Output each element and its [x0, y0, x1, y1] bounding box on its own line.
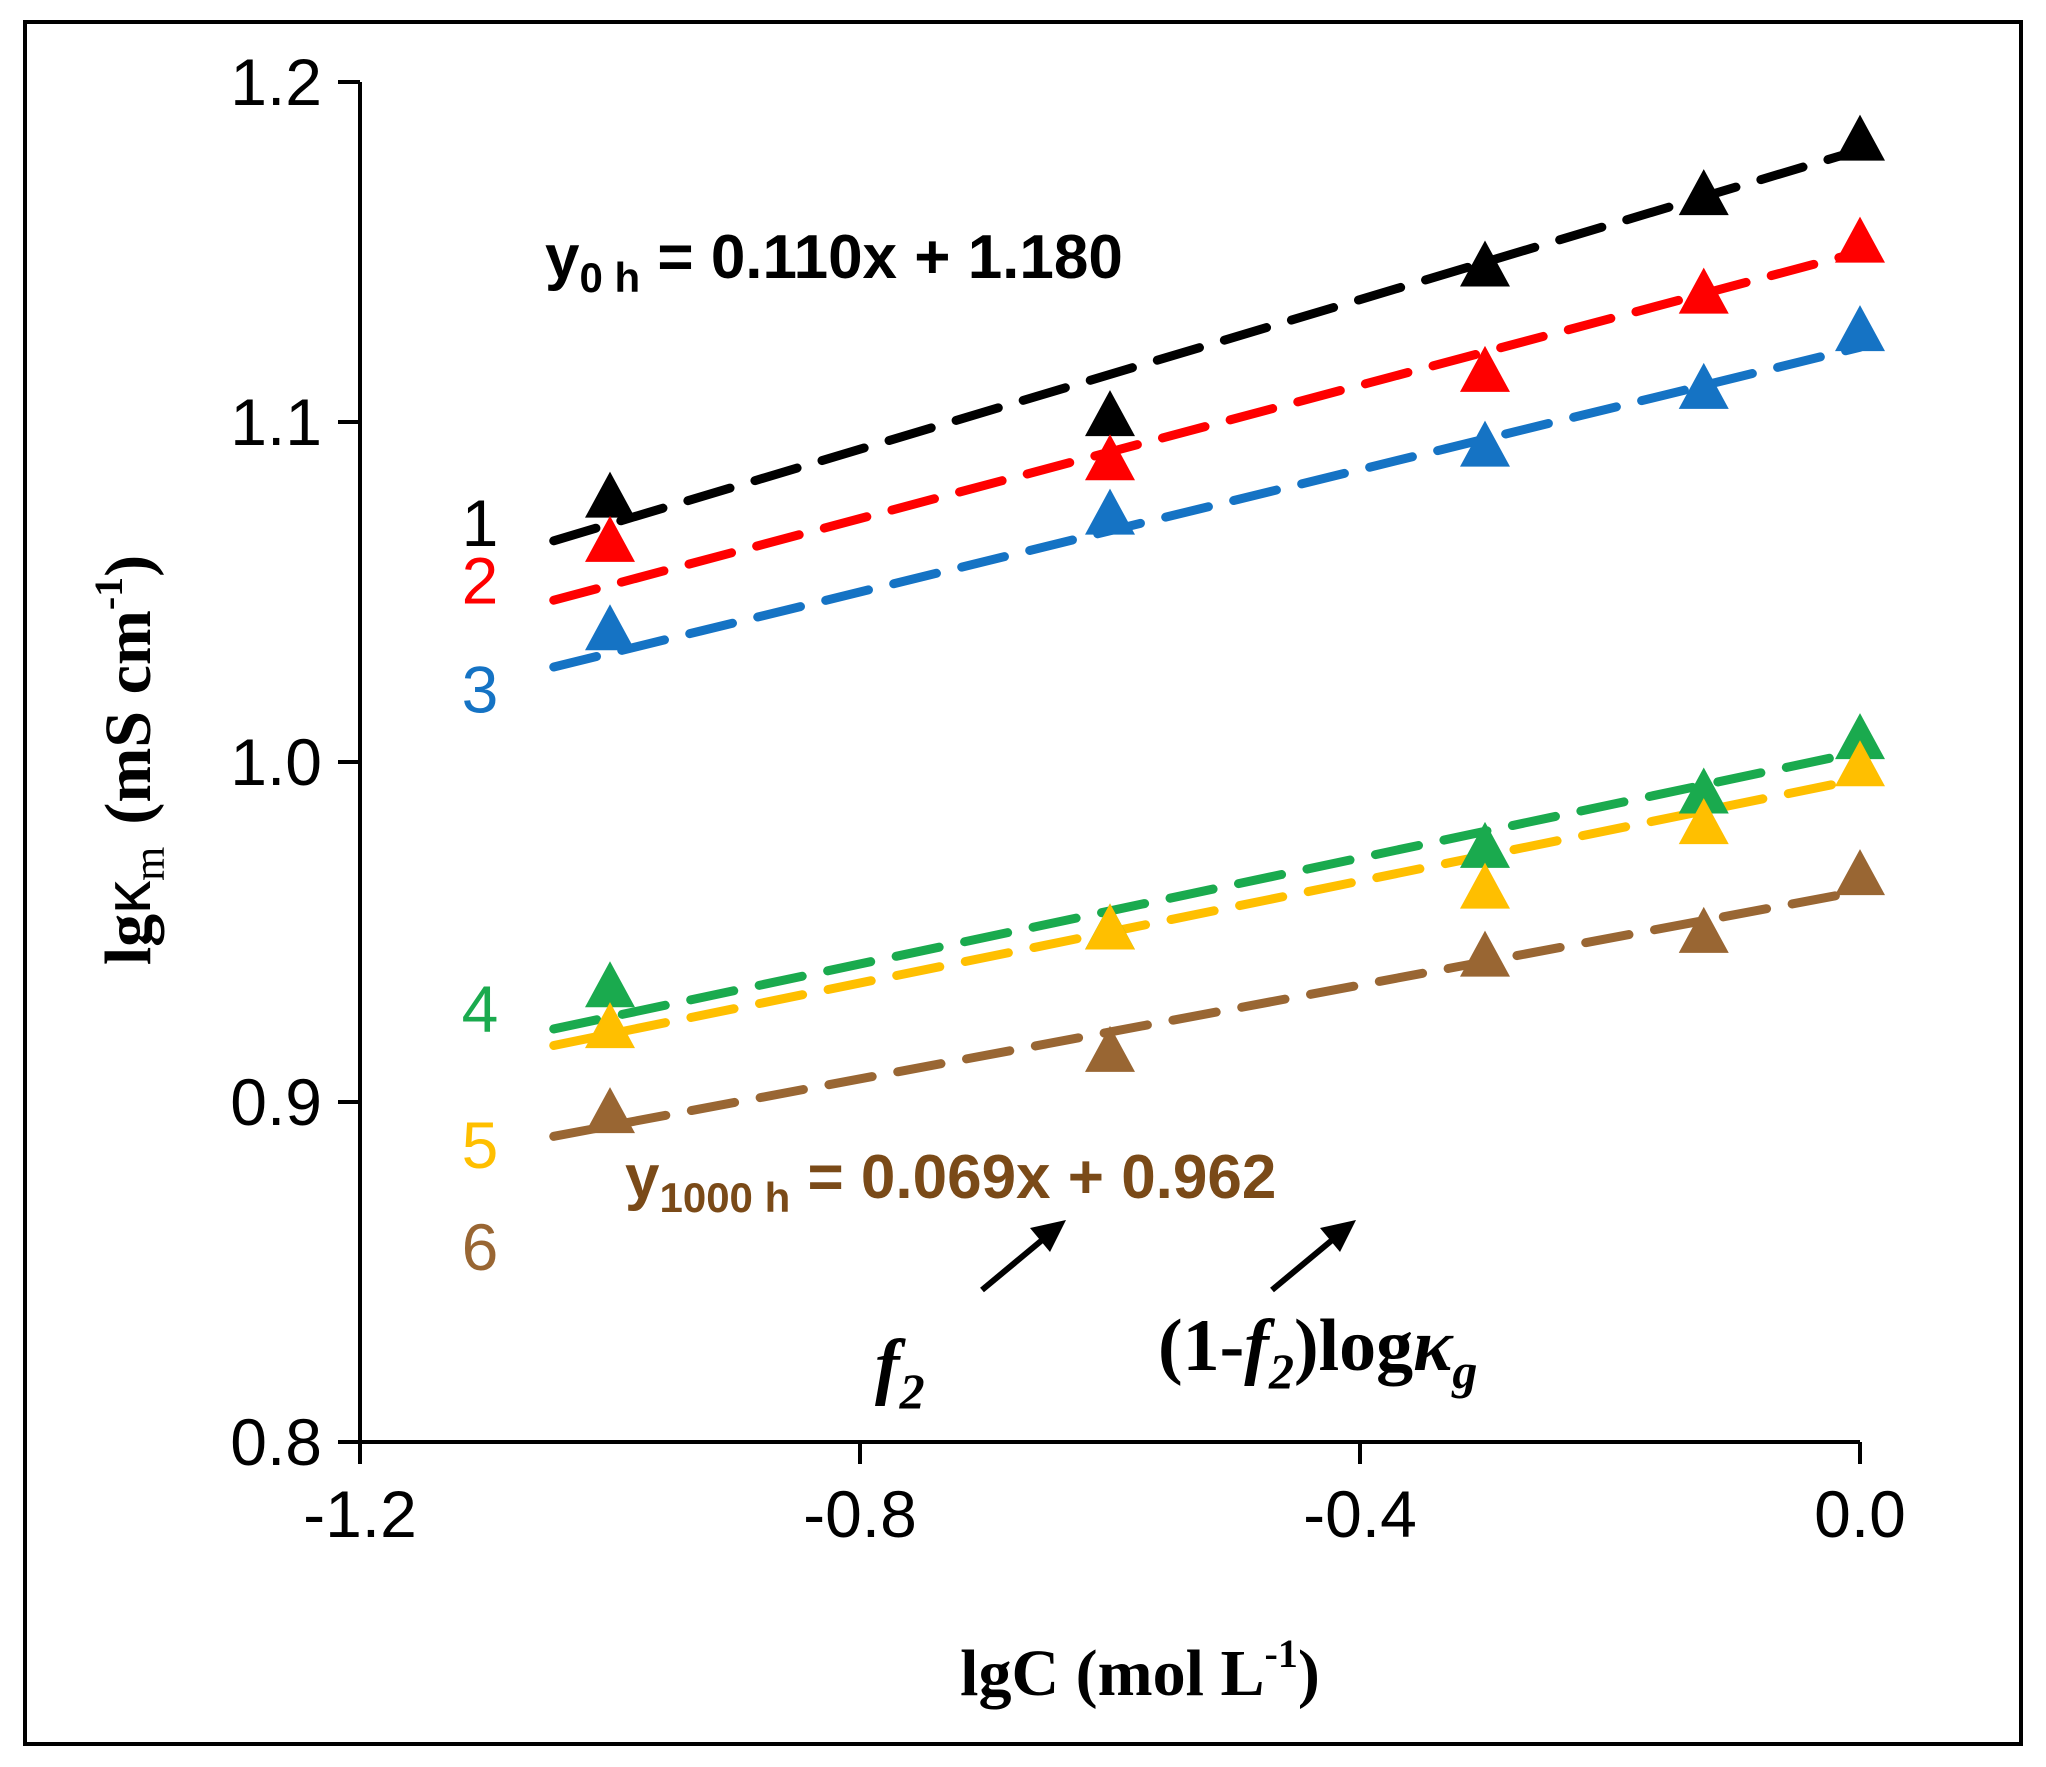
marker-series-6	[1085, 1025, 1135, 1072]
marker-series-2	[585, 515, 635, 562]
y-tick-labels: 0.8 0.9 1.0 1.1 1.2	[230, 45, 322, 1479]
y-tick-label: 1.0	[230, 725, 322, 799]
marker-series-2	[1835, 216, 1885, 263]
trend-line-2	[549, 247, 1865, 605]
marker-series-4	[1678, 767, 1729, 814]
trend-lines	[549, 145, 1865, 1141]
annotation-intercept: (1-f2)logκg	[1158, 1305, 1477, 1399]
trend-line-5	[549, 774, 1865, 1050]
x-tick-label: 0.0	[1814, 1477, 1906, 1551]
marker-series-5	[1460, 862, 1510, 909]
marker-series-1	[585, 471, 635, 518]
y-axis-title-sub: m	[125, 847, 174, 881]
marker-series-2	[1678, 267, 1729, 314]
y-axis-title-close: )	[92, 555, 165, 577]
curve-number-3: 3	[462, 652, 499, 726]
curve-number-1: 1	[462, 486, 499, 560]
axes	[338, 80, 1862, 1464]
equation-0h-sub: 0 h	[579, 254, 640, 301]
trend-line-1	[549, 145, 1865, 546]
marker-series-6	[585, 1087, 635, 1134]
annotation-intercept-open: (1-	[1158, 1305, 1244, 1387]
marker-series-4	[1835, 713, 1885, 760]
marker-series-2	[1460, 345, 1510, 392]
marker-series-3	[1085, 488, 1135, 535]
marker-series-5	[1835, 740, 1885, 787]
equation-0h-y: y	[545, 223, 580, 292]
marker-series-2	[1085, 434, 1135, 481]
y-axis-title-kappa: κ	[90, 880, 164, 914]
marker-series-5	[1085, 903, 1135, 950]
y-axis-title-unit: (mS cm	[92, 610, 165, 824]
equation-1000h-rest: = 0.069x + 0.962	[790, 1143, 1276, 1212]
y-tick-label: 0.9	[230, 1065, 322, 1139]
x-axis-title-close: )	[1298, 1637, 1320, 1710]
curve-number-2: 2	[462, 544, 499, 618]
equation-0h-rest: = 0.110x + 1.180	[640, 223, 1123, 292]
marker-series-1	[1835, 114, 1885, 161]
marker-series-5	[585, 1002, 635, 1049]
marker-series-3	[585, 604, 635, 651]
marker-series-5	[1678, 798, 1729, 845]
curve-number-labels: 12 3 4 5 6	[462, 486, 499, 1284]
data-markers	[585, 114, 1885, 1134]
annotation-intercept-kappa: κ	[1413, 1305, 1454, 1387]
x-axis-title-main: lgC (mol L	[960, 1637, 1264, 1710]
curve-number-4: 4	[462, 972, 499, 1046]
marker-series-1	[1085, 390, 1135, 437]
marker-series-3	[1835, 305, 1885, 352]
marker-series-6	[1678, 906, 1729, 953]
y-tick-label: 1.2	[230, 45, 322, 119]
arrow-slope	[980, 1220, 1066, 1293]
x-axis-title: lgC (mol L-1)	[960, 1631, 1320, 1710]
curve-number-6: 6	[462, 1210, 499, 1284]
curve-number-5: 5	[462, 1108, 499, 1182]
trend-line-4	[549, 747, 1865, 1034]
x-axis-title-sup: -1	[1265, 1631, 1298, 1676]
annotation-intercept-sub: 2	[1268, 1343, 1294, 1399]
annotation-intercept-log: )log	[1294, 1305, 1413, 1387]
y-axis-title: lgκm (mS cm-1)	[86, 555, 174, 965]
marker-series-6	[1460, 930, 1510, 977]
y-tick-label: 1.1	[230, 385, 322, 459]
equation-1000h: y1000 h = 0.069x + 0.962	[625, 1143, 1276, 1221]
y-axis-title-main: lg	[92, 914, 165, 965]
marker-series-1	[1678, 169, 1729, 216]
trend-line-6	[549, 886, 1865, 1141]
marker-series-6	[1835, 849, 1885, 896]
marker-series-3	[1460, 420, 1510, 467]
x-tick-label: -1.2	[303, 1477, 417, 1551]
x-tick-label: -0.4	[1303, 1477, 1417, 1551]
marker-series-4	[585, 961, 635, 1008]
y-tick-label: 0.8	[230, 1405, 322, 1479]
trend-line-3	[549, 342, 1865, 672]
arrow-intercept	[1270, 1220, 1356, 1293]
annotation-intercept-kappa-sub: g	[1451, 1343, 1477, 1399]
marker-series-3	[1678, 362, 1729, 409]
annotation-f2-sub: 2	[899, 1363, 925, 1419]
y-axis-title-sup: -1	[86, 577, 131, 610]
equation-1000h-y: y	[625, 1143, 660, 1212]
x-tick-label: -0.8	[803, 1477, 917, 1551]
equation-0h: y0 h = 0.110x + 1.180	[545, 223, 1123, 301]
x-tick-labels: -1.2 -0.8 -0.4 0.0	[303, 1477, 1906, 1551]
equation-1000h-sub: 1000 h	[659, 1174, 790, 1221]
marker-series-1	[1460, 240, 1510, 287]
marker-series-4	[1460, 821, 1510, 868]
